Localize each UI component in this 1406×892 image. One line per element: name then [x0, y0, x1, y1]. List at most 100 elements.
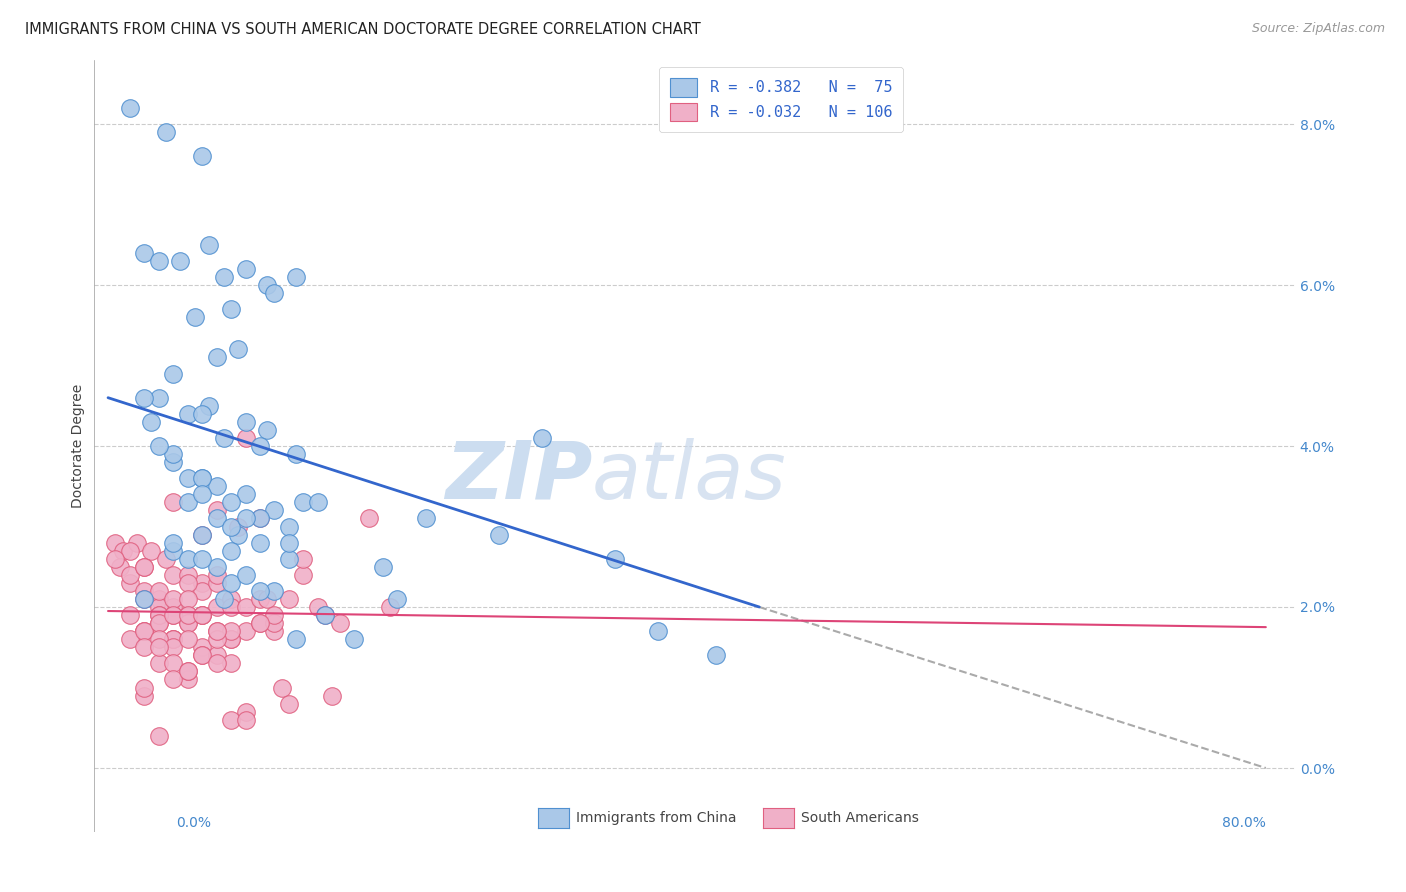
- Point: [205, 657, 228, 671]
- Point: [278, 519, 301, 533]
- Point: [134, 391, 156, 405]
- Point: [176, 471, 198, 485]
- Point: [176, 665, 198, 679]
- Point: [148, 608, 170, 623]
- Point: [292, 567, 315, 582]
- Point: [212, 591, 235, 606]
- Point: [134, 640, 156, 655]
- Point: [162, 591, 184, 606]
- Point: [314, 608, 336, 623]
- Point: [205, 559, 228, 574]
- Point: [191, 648, 214, 663]
- Point: [343, 632, 366, 647]
- Point: [212, 431, 235, 445]
- Point: [249, 591, 271, 606]
- Point: [205, 511, 228, 525]
- Point: [118, 608, 141, 623]
- Point: [148, 640, 170, 655]
- Point: [205, 632, 228, 647]
- Point: [141, 543, 163, 558]
- Y-axis label: Doctorate Degree: Doctorate Degree: [72, 384, 86, 508]
- Point: [176, 407, 198, 421]
- Point: [134, 591, 156, 606]
- Point: [285, 632, 308, 647]
- Point: [226, 527, 249, 541]
- Point: [205, 624, 228, 639]
- Point: [205, 599, 228, 614]
- Point: [176, 575, 198, 590]
- Point: [249, 583, 271, 598]
- Point: [148, 439, 170, 453]
- Point: [235, 487, 257, 501]
- Point: [118, 101, 141, 115]
- Point: [235, 705, 257, 719]
- Point: [169, 253, 191, 268]
- Point: [249, 616, 271, 631]
- Point: [307, 599, 329, 614]
- Point: [148, 657, 170, 671]
- Point: [191, 583, 214, 598]
- Point: [531, 431, 554, 445]
- Point: [226, 519, 249, 533]
- Point: [191, 575, 214, 590]
- Point: [134, 583, 156, 598]
- Point: [134, 624, 156, 639]
- Point: [285, 447, 308, 461]
- Point: [329, 616, 352, 631]
- Point: [148, 616, 170, 631]
- Point: [292, 495, 315, 509]
- Point: [387, 591, 409, 606]
- Point: [226, 343, 249, 357]
- Point: [235, 624, 257, 639]
- Point: [263, 624, 285, 639]
- Point: [148, 253, 170, 268]
- Point: [134, 245, 156, 260]
- Point: [219, 519, 242, 533]
- Text: 0.0%: 0.0%: [176, 816, 211, 830]
- Point: [704, 648, 727, 663]
- Point: [191, 640, 214, 655]
- Text: IMMIGRANTS FROM CHINA VS SOUTH AMERICAN DOCTORATE DEGREE CORRELATION CHART: IMMIGRANTS FROM CHINA VS SOUTH AMERICAN …: [25, 22, 702, 37]
- Point: [219, 632, 242, 647]
- Point: [162, 535, 184, 549]
- Point: [162, 673, 184, 687]
- Point: [176, 632, 198, 647]
- Text: Source: ZipAtlas.com: Source: ZipAtlas.com: [1251, 22, 1385, 36]
- Point: [162, 455, 184, 469]
- Point: [249, 511, 271, 525]
- Point: [235, 431, 257, 445]
- Point: [235, 511, 257, 525]
- Point: [235, 415, 257, 429]
- Text: atlas: atlas: [592, 438, 787, 516]
- Point: [184, 310, 207, 325]
- Text: 80.0%: 80.0%: [1222, 816, 1265, 830]
- Point: [148, 632, 170, 647]
- Point: [148, 729, 170, 743]
- Point: [162, 447, 184, 461]
- Point: [191, 608, 214, 623]
- Point: [205, 503, 228, 517]
- Point: [191, 149, 214, 163]
- Text: Immigrants from China: Immigrants from China: [576, 811, 737, 825]
- Point: [380, 599, 402, 614]
- Point: [219, 713, 242, 727]
- Point: [235, 567, 257, 582]
- Point: [191, 551, 214, 566]
- Point: [162, 632, 184, 647]
- Point: [219, 624, 242, 639]
- Point: [191, 487, 214, 501]
- Point: [162, 567, 184, 582]
- Point: [104, 535, 127, 549]
- Point: [256, 591, 278, 606]
- Point: [219, 657, 242, 671]
- Point: [357, 511, 380, 525]
- Point: [205, 648, 228, 663]
- Point: [212, 269, 235, 284]
- Point: [162, 657, 184, 671]
- Point: [176, 495, 198, 509]
- Point: [162, 608, 184, 623]
- Point: [198, 399, 221, 413]
- Point: [118, 543, 141, 558]
- Point: [111, 543, 134, 558]
- Point: [235, 713, 257, 727]
